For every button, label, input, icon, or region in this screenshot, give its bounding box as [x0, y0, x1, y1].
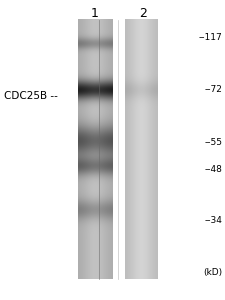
Text: 1: 1 — [90, 7, 99, 20]
Text: --55: --55 — [205, 138, 223, 147]
Text: --34: --34 — [205, 216, 223, 225]
Text: 2: 2 — [139, 7, 147, 20]
Text: --72: --72 — [205, 85, 223, 94]
Text: --48: --48 — [205, 165, 223, 174]
Text: --117: --117 — [199, 33, 223, 42]
Text: CDC25B --: CDC25B -- — [4, 91, 58, 101]
Text: (kD): (kD) — [204, 268, 223, 278]
